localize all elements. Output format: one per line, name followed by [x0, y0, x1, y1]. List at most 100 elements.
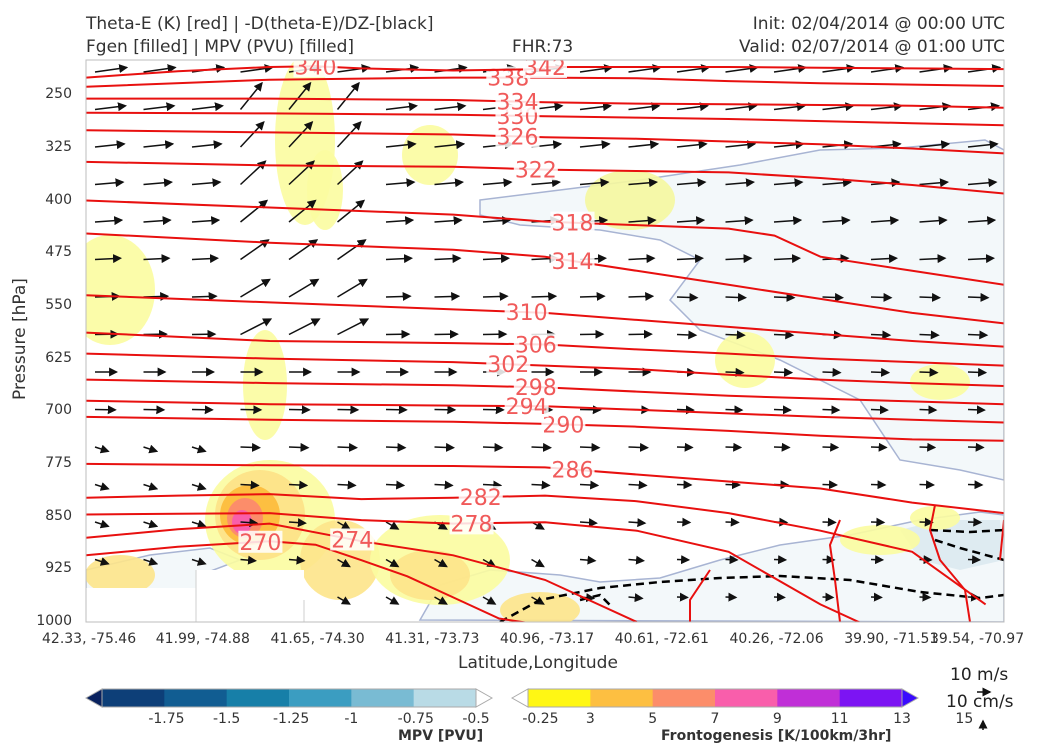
- colorbar-segment: [839, 689, 903, 707]
- colorbar-tick-label: -1.75: [148, 711, 185, 727]
- wind-vector: [870, 405, 889, 415]
- colorbar-extend-low: [510, 688, 529, 708]
- theta-e-contour: [86, 160, 1004, 195]
- wind-vector: [628, 518, 647, 528]
- wind-vector: [531, 442, 552, 452]
- wind-vector: [676, 64, 711, 74]
- wind-vector: [482, 442, 504, 452]
- colorbar-segment: [226, 689, 290, 707]
- wind-vector: [628, 480, 648, 490]
- wind-vector: [579, 518, 598, 528]
- x-tick-label: 39.90, -71.51: [844, 631, 939, 647]
- wind-vector: [822, 480, 838, 490]
- wind-vector: [191, 444, 207, 454]
- wind-vector: [628, 178, 658, 188]
- x-tick-label: 41.99, -74.88: [155, 631, 250, 647]
- colorbar-extend-low: [84, 688, 103, 708]
- wind-vector: [919, 140, 951, 150]
- x-tick-label: 39.54, -70.97: [930, 631, 1025, 647]
- wind-vector: [385, 521, 400, 530]
- wind-vector: [870, 330, 892, 340]
- valid-time: Valid: 02/07/2014 @ 01:00 UTC: [739, 37, 1005, 57]
- wind-vector: [385, 140, 417, 150]
- wind-vector: [870, 292, 893, 302]
- wind-vector: [94, 102, 127, 112]
- mpv-colorbar: [84, 688, 494, 708]
- wind-vector: [143, 178, 173, 188]
- wind-vector: [288, 518, 307, 528]
- fgen-colorbar-title: Frontogenesis [K/100km/3hr]: [661, 728, 892, 744]
- wind-vector: [676, 216, 706, 226]
- wind-vector: [143, 519, 159, 529]
- wind-vector: [628, 102, 661, 112]
- wind-vector: [531, 178, 561, 188]
- colorbar-tick-label: 11: [830, 711, 849, 727]
- wind-vector: [967, 140, 999, 150]
- wind-vector: [191, 519, 207, 529]
- y-tick-label: 775: [45, 454, 72, 471]
- wind-vector: [143, 140, 175, 150]
- wind-vector: [628, 593, 644, 603]
- colorbar-extend-high: [475, 688, 494, 708]
- theta-e-contour-label: 306: [515, 333, 557, 358]
- wind-vector: [919, 292, 941, 302]
- fgen-fill-layer: [86, 60, 970, 622]
- wind-vector: [385, 178, 416, 188]
- fgen-colorbar: [510, 688, 920, 708]
- wind-vector: [725, 216, 754, 226]
- theta-e-contour: [86, 331, 1004, 367]
- wind-vector: [822, 442, 840, 452]
- wind-vector: [240, 64, 274, 74]
- wind-vector: [822, 405, 841, 415]
- wind-vector: [288, 318, 321, 336]
- wind-vector: [240, 442, 261, 452]
- wind-vector: [773, 178, 804, 188]
- x-tick-label: 42.33, -75.46: [42, 631, 137, 647]
- theta-e-vert-1: [689, 569, 711, 622]
- wind-vector: [676, 405, 695, 415]
- wind-vector: [676, 330, 698, 340]
- wind-vector: [919, 178, 949, 188]
- theta-e-contour-label: 278: [451, 512, 493, 537]
- mpv-colorbar-title: MPV [PVU]: [398, 728, 484, 744]
- wind-vector: [240, 199, 269, 223]
- wind-vector: [628, 442, 649, 452]
- wind-vector: [725, 292, 747, 302]
- wind-vector: [822, 178, 852, 188]
- y-tick-label: 250: [45, 86, 72, 103]
- wind-vector: [288, 442, 310, 452]
- theta-e-contour: [86, 512, 862, 622]
- fgen-blob-low-8: [910, 506, 960, 530]
- terrain-block-1: [86, 588, 196, 622]
- wind-vector: [191, 140, 223, 150]
- wind-vector: [94, 64, 129, 74]
- x-tick-label: 41.31, -73.73: [385, 631, 480, 647]
- wind-vector: [628, 291, 655, 301]
- wind-ref-vertical: 10 cm/s: [946, 692, 1014, 712]
- y-tick-label: 550: [45, 296, 72, 313]
- wind-vector: [337, 558, 351, 568]
- wind-vector: [725, 480, 741, 490]
- wind-vector: [531, 291, 558, 301]
- wind-vector: [337, 596, 351, 605]
- colorbar-tick-label: 7: [710, 711, 720, 727]
- wind-vector: [967, 367, 988, 377]
- wind-vector: [94, 216, 124, 226]
- fgen-blob-d: [910, 364, 970, 400]
- wind-vector: [434, 102, 467, 112]
- wind-vector: [579, 64, 614, 74]
- wind-vector: [337, 318, 370, 336]
- theta-e-contour: [86, 111, 1004, 127]
- wind-vector: [191, 557, 207, 566]
- fgen-blob-mid: [243, 330, 287, 440]
- wind-vector: [919, 216, 948, 226]
- theta-e-contour: [86, 129, 1004, 155]
- wind-vector: [919, 367, 939, 377]
- fgen-blob-low-4: [390, 550, 470, 600]
- wind-vector: [94, 254, 122, 264]
- wind-vector: [337, 521, 351, 530]
- wind-vector: [288, 239, 319, 261]
- theta-e-contour-label: 310: [506, 301, 548, 326]
